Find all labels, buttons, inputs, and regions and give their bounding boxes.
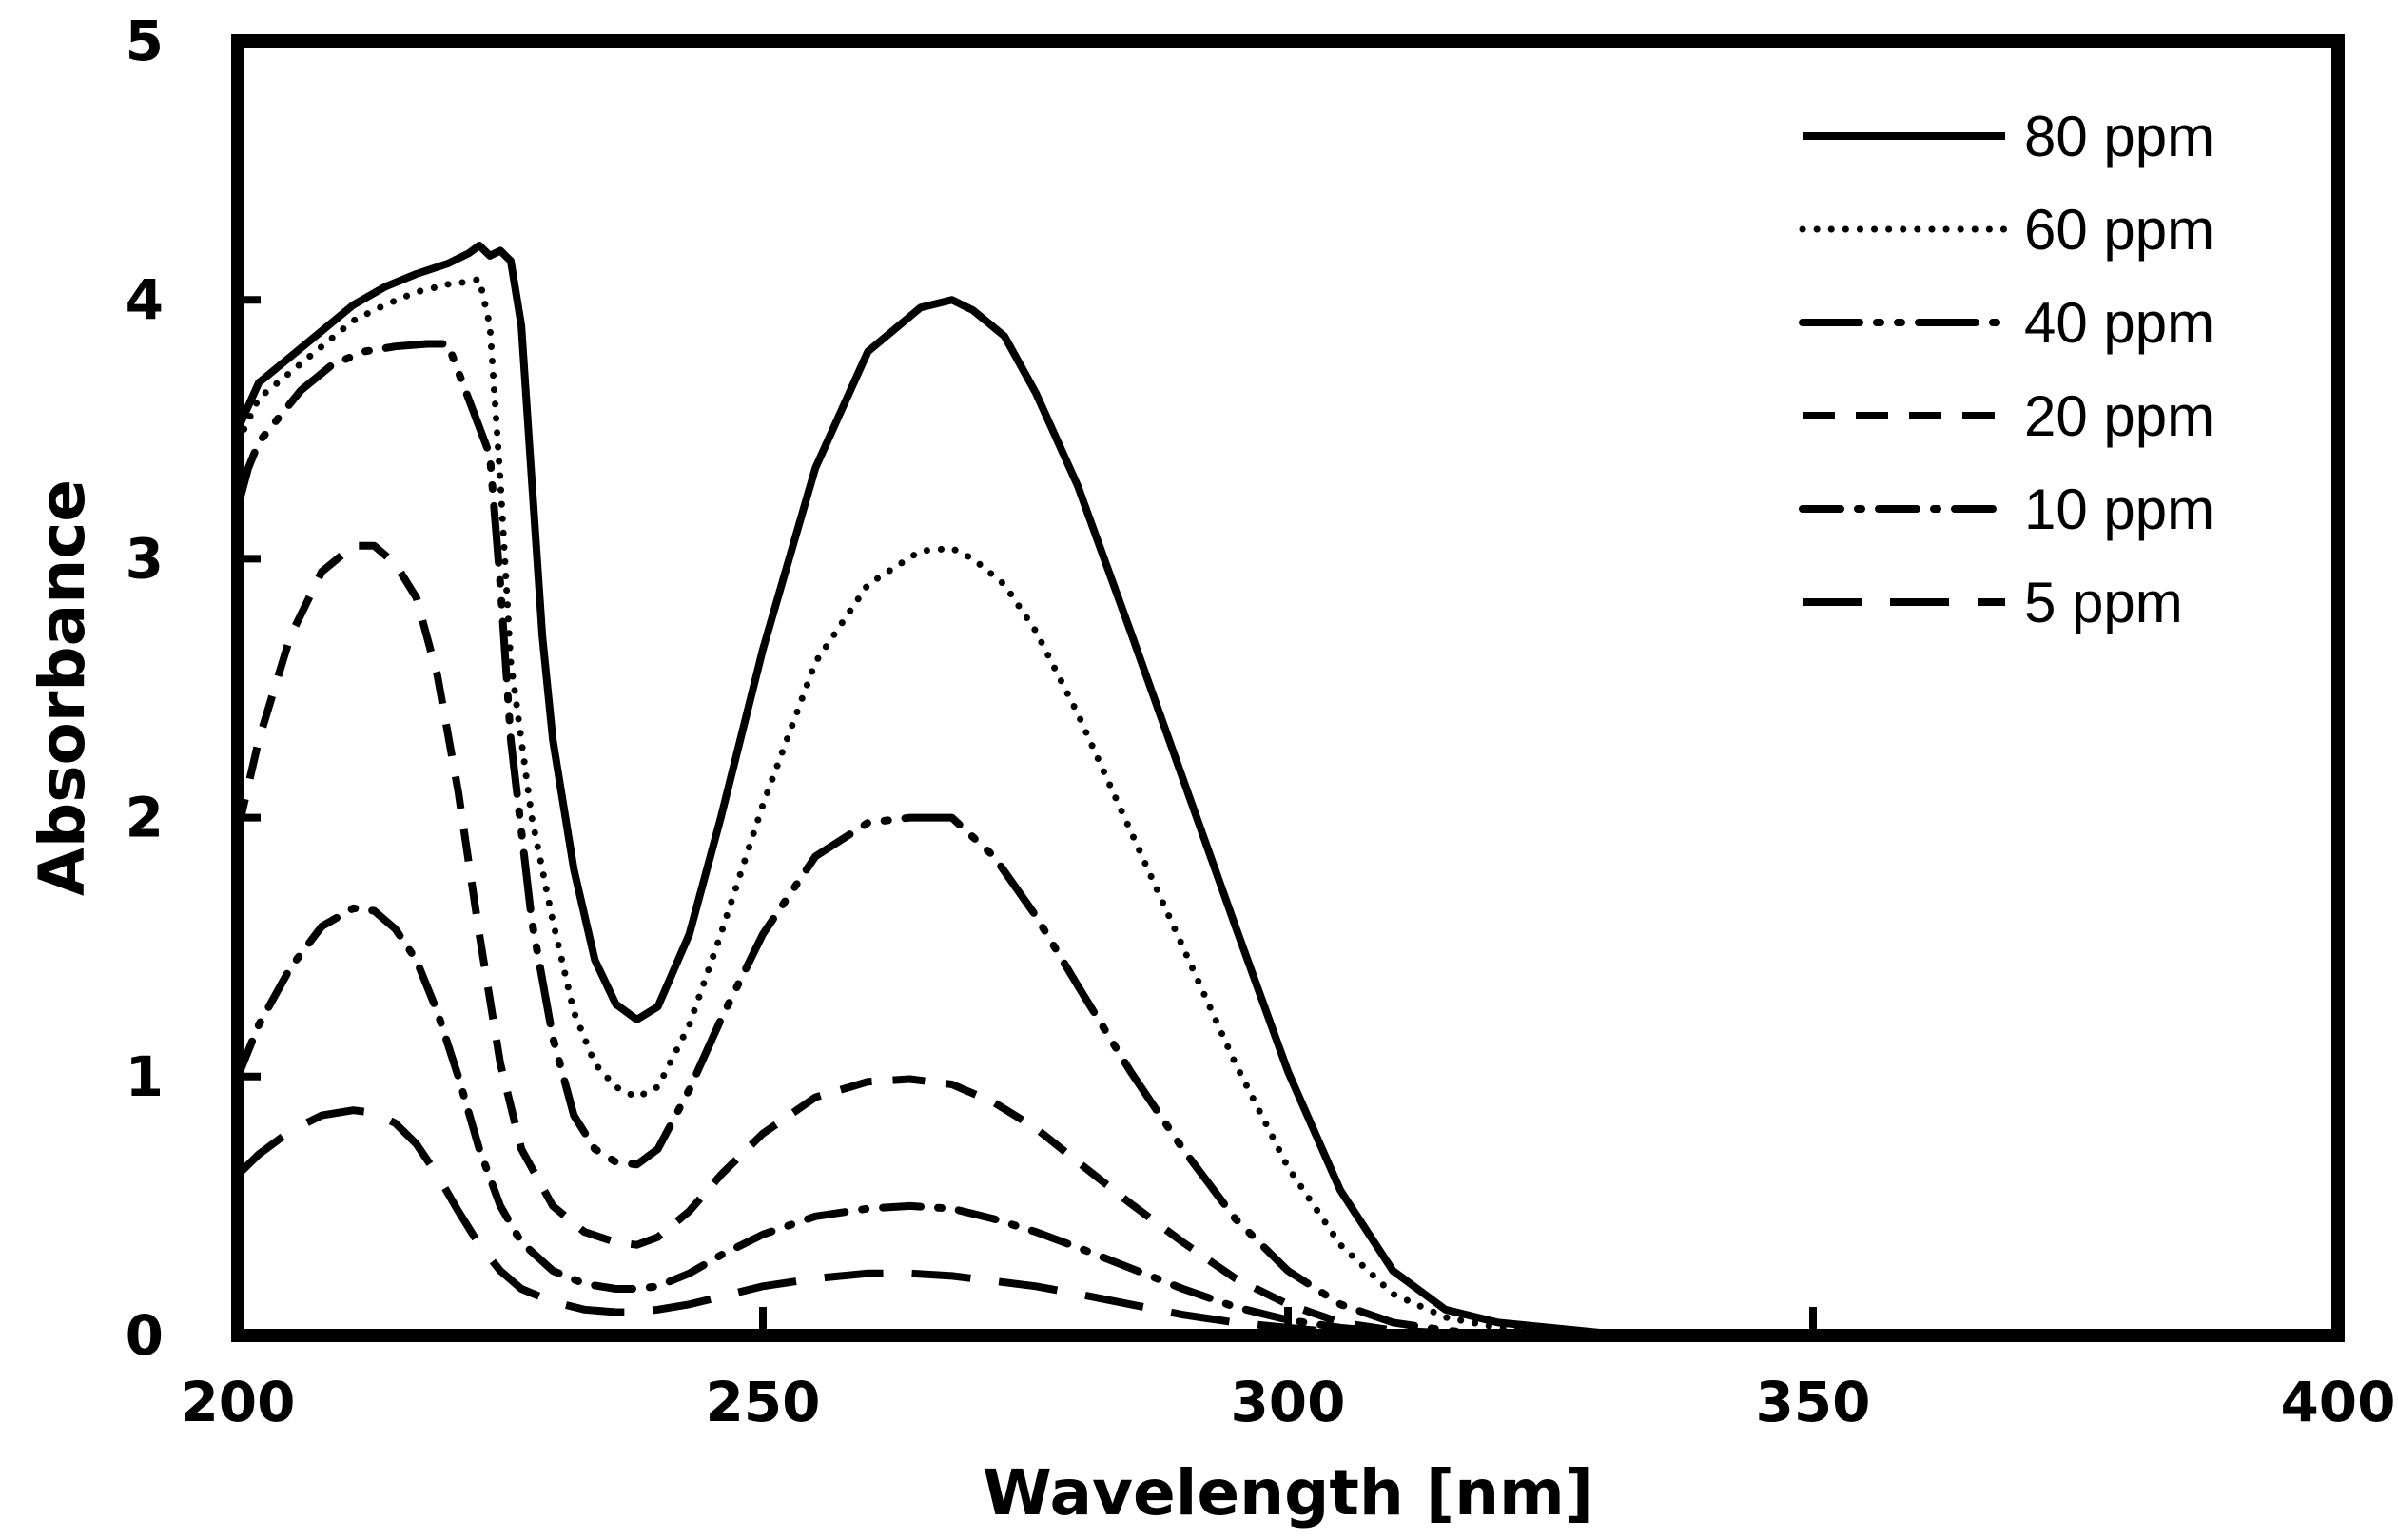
legend-label-40-ppm: 40 ppm: [2024, 291, 2214, 355]
x-axis-title: Wavelength [nm]: [983, 1456, 1593, 1530]
series-line-20-ppm: [234, 541, 1919, 1339]
y-tick-label: 2: [126, 786, 164, 850]
legend-label-60-ppm: 60 ppm: [2024, 198, 2214, 262]
y-tick-label: 1: [126, 1044, 164, 1109]
legend-label-20-ppm: 20 ppm: [2024, 384, 2214, 448]
legend-label-5-ppm: 5 ppm: [2024, 571, 2183, 634]
legend: 80 ppm 60 ppm 40 ppm 20 ppm 10 ppm 5 ppm: [1799, 105, 2214, 634]
x-tick-label: 200: [180, 1370, 295, 1434]
y-tick-label: 0: [126, 1303, 164, 1368]
x-tick-label: 350: [1755, 1370, 1870, 1434]
legend-label-10-ppm: 10 ppm: [2024, 478, 2214, 541]
x-tick-label: 300: [1230, 1370, 1345, 1434]
series-line-80-ppm: [234, 242, 1919, 1339]
y-axis-title: Absorbance: [26, 479, 99, 896]
y-tick-label: 5: [126, 9, 164, 73]
series-line-5-ppm: [235, 1106, 1919, 1339]
plot-frame: [231, 34, 2345, 1342]
y-tick-label: 4: [126, 267, 164, 332]
x-tick-label: 250: [705, 1370, 820, 1434]
series-line-40-ppm: [234, 340, 1922, 1339]
legend-label-80-ppm: 80 ppm: [2024, 105, 2214, 168]
series-layer: [234, 242, 1922, 1339]
series-line-10-ppm: [234, 904, 1922, 1339]
x-tick-label: 400: [2280, 1370, 2395, 1434]
y-tick-label: 3: [126, 526, 164, 591]
